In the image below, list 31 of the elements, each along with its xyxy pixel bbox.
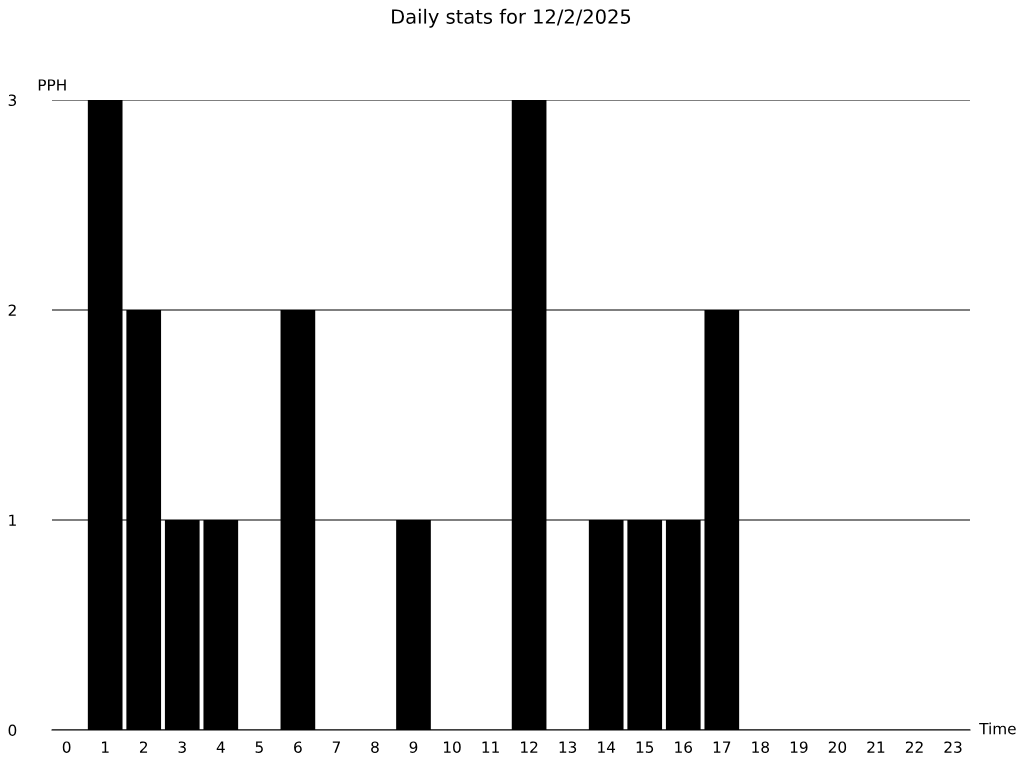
x-tick-label: 22 [905, 741, 923, 753]
x-tick-label: 6 [294, 741, 302, 753]
y-tick-label: 0 [8, 724, 17, 737]
x-tick-label: 9 [409, 741, 418, 753]
x-tick-label: 1 [102, 741, 109, 753]
x-tick-label: 5 [255, 741, 263, 753]
x-tick-label: 0 [62, 741, 71, 753]
x-tick-label: 21 [867, 741, 885, 753]
x-tick-label: 15 [636, 741, 654, 753]
x-tick-label: 11 [482, 741, 499, 753]
x-tick-label: 12 [521, 741, 538, 753]
y-tick-label: 2 [8, 304, 16, 316]
x-tick-label: 3 [178, 741, 186, 753]
x-tick-label: 10 [443, 741, 461, 753]
y-axis-title: PPH [38, 79, 66, 91]
x-tick-label: 17 [713, 741, 731, 753]
x-axis-title: Time [979, 722, 1016, 735]
x-tick-label: 4 [216, 741, 225, 753]
x-tick-label: 23 [944, 741, 962, 753]
x-tick-label: 18 [752, 741, 770, 753]
chart-title: Daily stats for 12/2/2025 [392, 8, 631, 28]
x-tick-label: 7 [332, 741, 340, 753]
x-tick-label: 20 [828, 741, 847, 753]
x-tick-label: 19 [790, 741, 808, 753]
x-tick-label: 13 [559, 741, 577, 753]
x-tick-label: 8 [371, 741, 379, 753]
y-tick-label: 1 [9, 514, 16, 526]
x-tick-label: 14 [598, 741, 616, 753]
x-tick-label: 16 [675, 741, 693, 753]
x-tick-label: 2 [139, 741, 148, 753]
y-tick-label: 3 [8, 94, 17, 107]
